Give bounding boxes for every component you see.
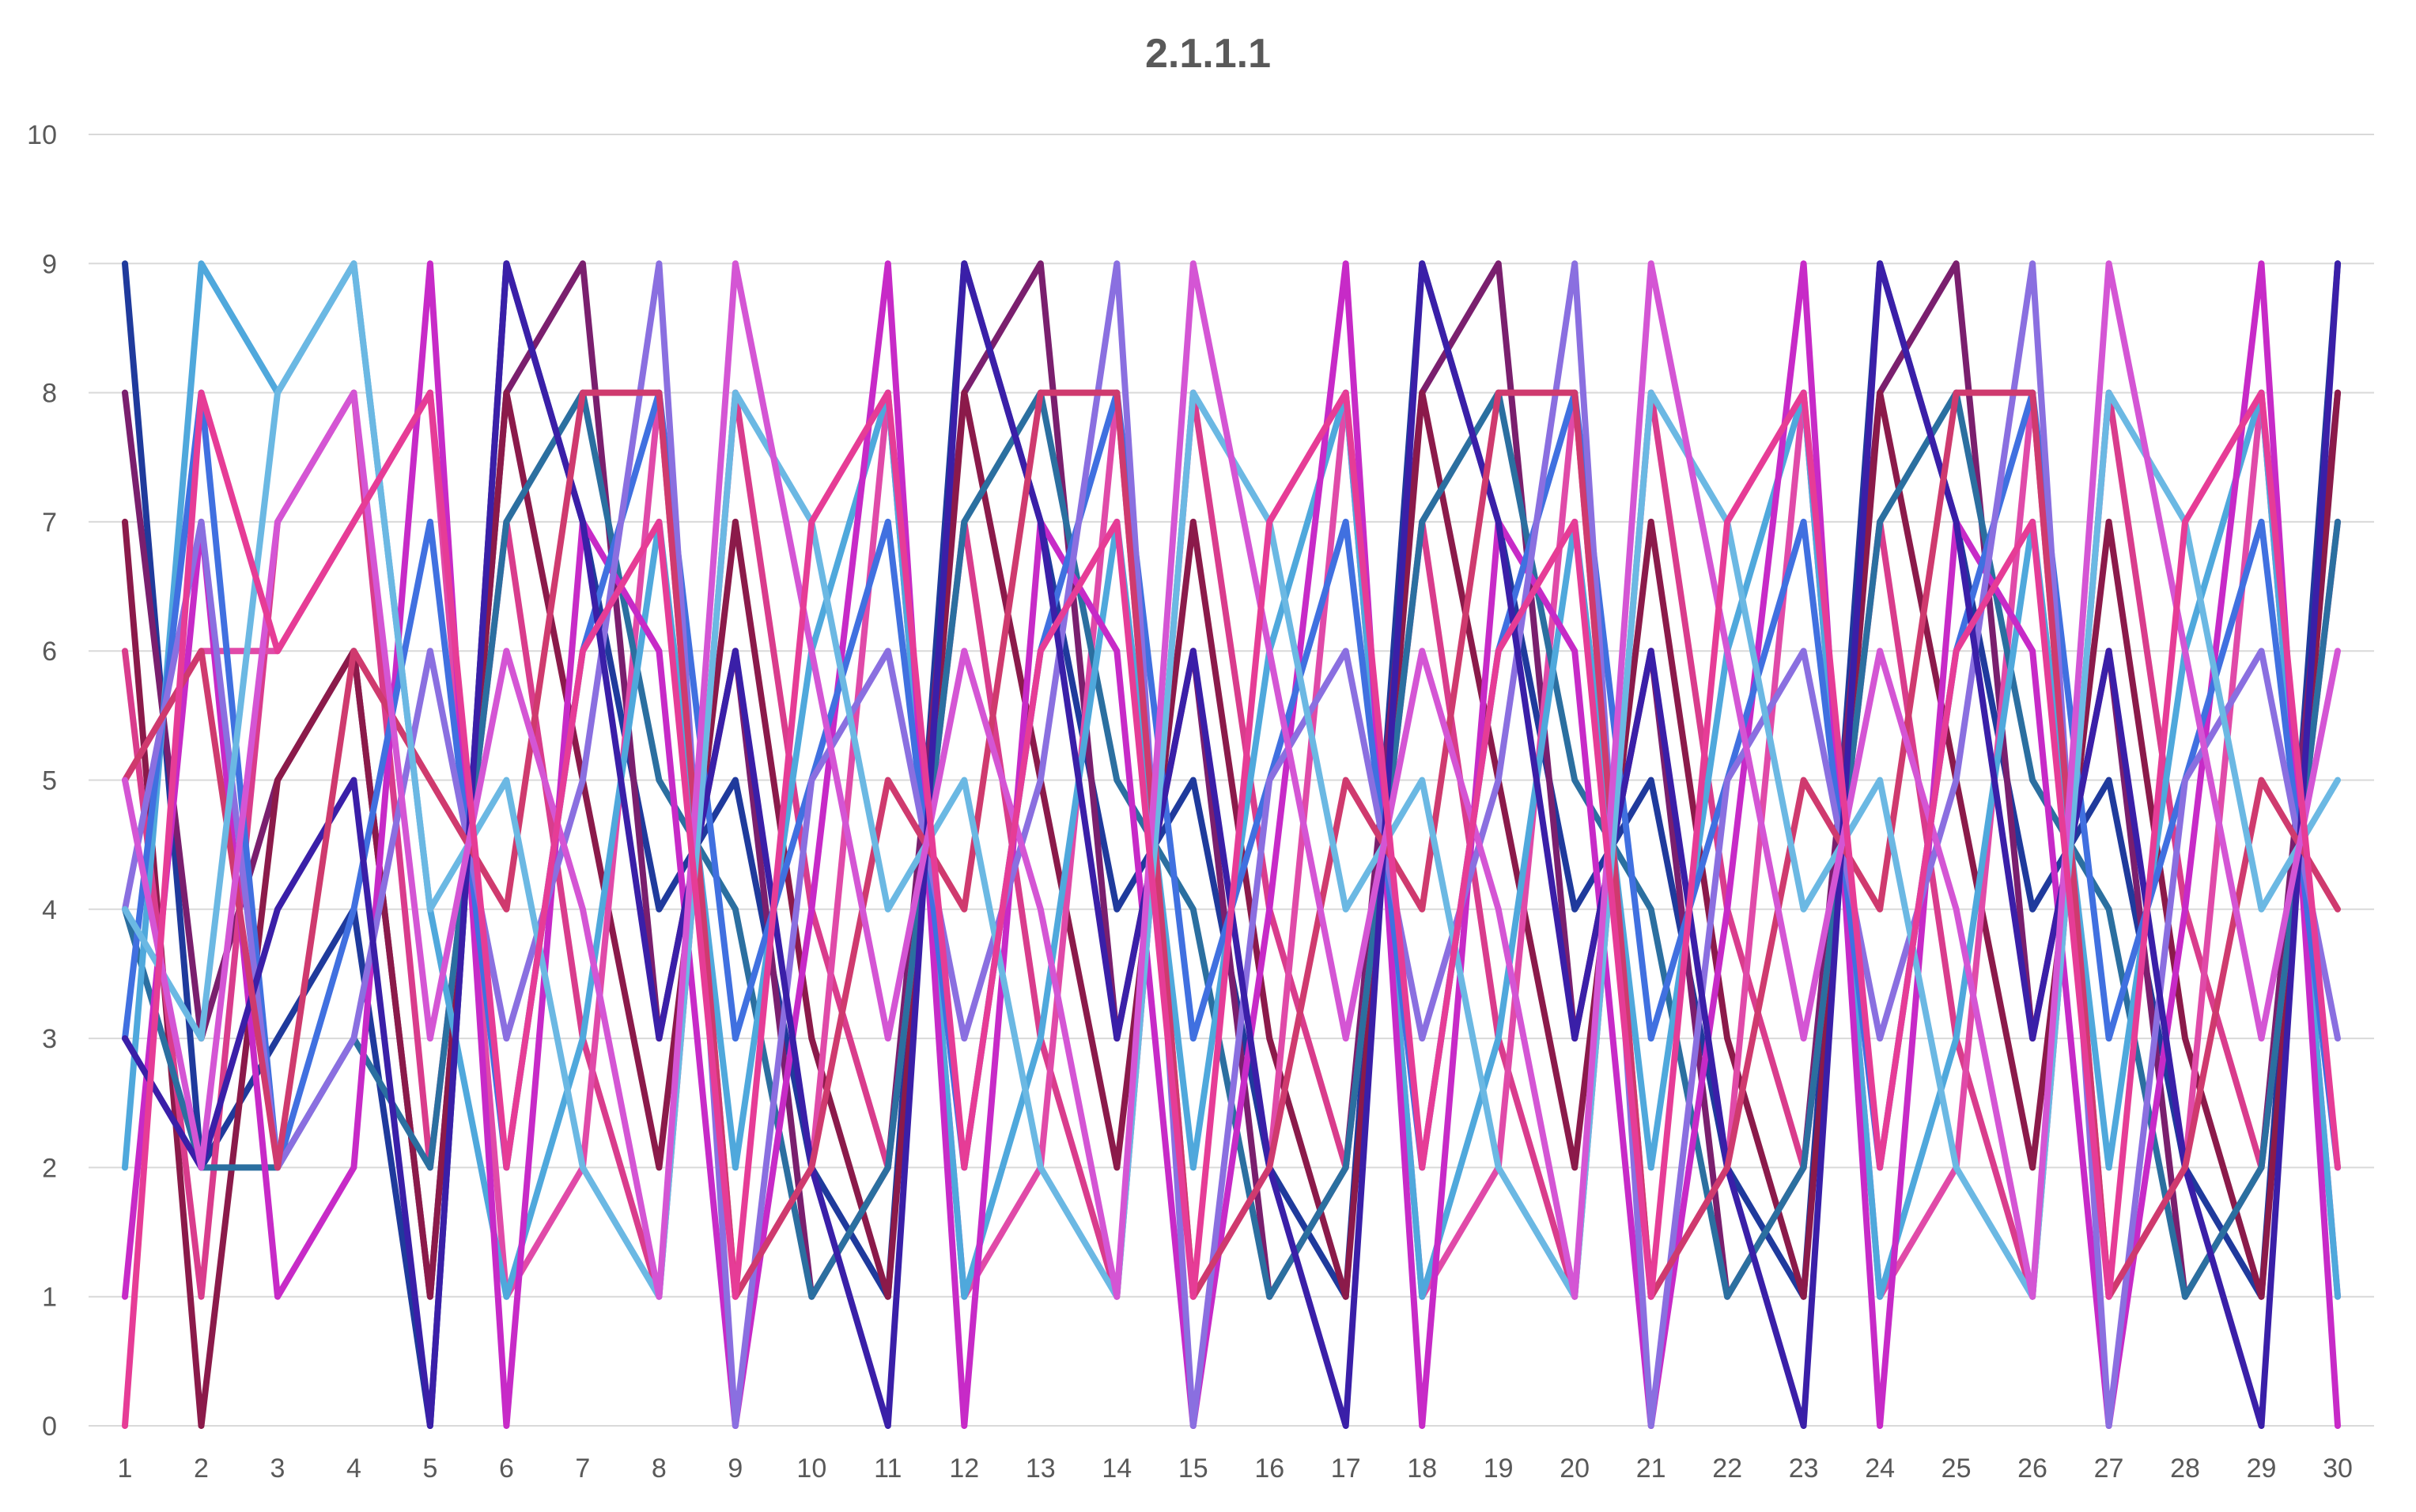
x-tick-label: 28	[2170, 1453, 2200, 1484]
series-line-s14	[122, 260, 2341, 1300]
y-tick-label: 0	[42, 1412, 57, 1442]
y-tick-label: 3	[42, 1024, 57, 1054]
x-tick-label: 17	[1331, 1453, 1361, 1484]
x-tick-label: 3	[270, 1453, 285, 1484]
x-tick-label: 20	[1560, 1453, 1590, 1484]
x-tick-label: 14	[1102, 1453, 1132, 1484]
y-tick-label: 10	[27, 120, 57, 150]
x-tick-label: 13	[1026, 1453, 1056, 1484]
y-tick-label: 9	[42, 249, 57, 279]
series-line-s10	[122, 260, 2341, 1429]
x-tick-label: 25	[1941, 1453, 1972, 1484]
x-tick-label: 7	[575, 1453, 590, 1484]
y-tick-label: 7	[42, 508, 57, 538]
series-line-s12	[122, 389, 2341, 1300]
x-tick-label: 15	[1178, 1453, 1208, 1484]
x-tick-label: 9	[728, 1453, 743, 1484]
x-tick-label: 24	[1865, 1453, 1895, 1484]
x-tick-label: 22	[1712, 1453, 1742, 1484]
chart-title: 2.1.1.1	[1144, 31, 1272, 77]
series-line-s8	[122, 260, 2341, 1429]
x-tick-label: 27	[2094, 1453, 2124, 1484]
x-tick-label: 6	[499, 1453, 514, 1484]
y-tick-label: 5	[42, 766, 57, 796]
x-tick-label: 26	[2017, 1453, 2047, 1484]
x-tick-label: 21	[1636, 1453, 1666, 1484]
x-tick-label: 30	[2323, 1453, 2353, 1484]
series-lines	[122, 260, 2341, 1429]
y-tick-label: 4	[42, 895, 57, 925]
y-tick-label: 6	[42, 637, 57, 667]
x-tick-label: 29	[2247, 1453, 2277, 1484]
x-tick-label: 12	[949, 1453, 979, 1484]
x-tick-label: 23	[1789, 1453, 1819, 1484]
x-tick-label: 5	[422, 1453, 437, 1484]
x-tick-label: 19	[1484, 1453, 1514, 1484]
x-tick-label: 18	[1407, 1453, 1437, 1484]
y-tick-label: 1	[42, 1283, 57, 1313]
x-tick-label: 8	[652, 1453, 667, 1484]
x-axis-ticks: 1 2 3 4 5 6 7 8 9 10 11 12 13 14 15 16 17 18 19 20 21 22 23 24 2…	[118, 1453, 2353, 1484]
y-axis-ticks: 0 1 2 3 4 5 6 7 8 9 10	[27, 120, 57, 1442]
y-tick-label: 2	[42, 1153, 57, 1183]
x-tick-label: 16	[1254, 1453, 1284, 1484]
x-tick-label: 4	[346, 1453, 361, 1484]
x-tick-label: 1	[118, 1453, 133, 1484]
series-line-s3	[122, 389, 2341, 1429]
x-tick-label: 11	[874, 1453, 902, 1484]
x-tick-label: 2	[194, 1453, 209, 1484]
x-tick-label: 10	[796, 1453, 826, 1484]
y-tick-label: 8	[42, 379, 57, 409]
series-line-s15	[122, 389, 2341, 1429]
